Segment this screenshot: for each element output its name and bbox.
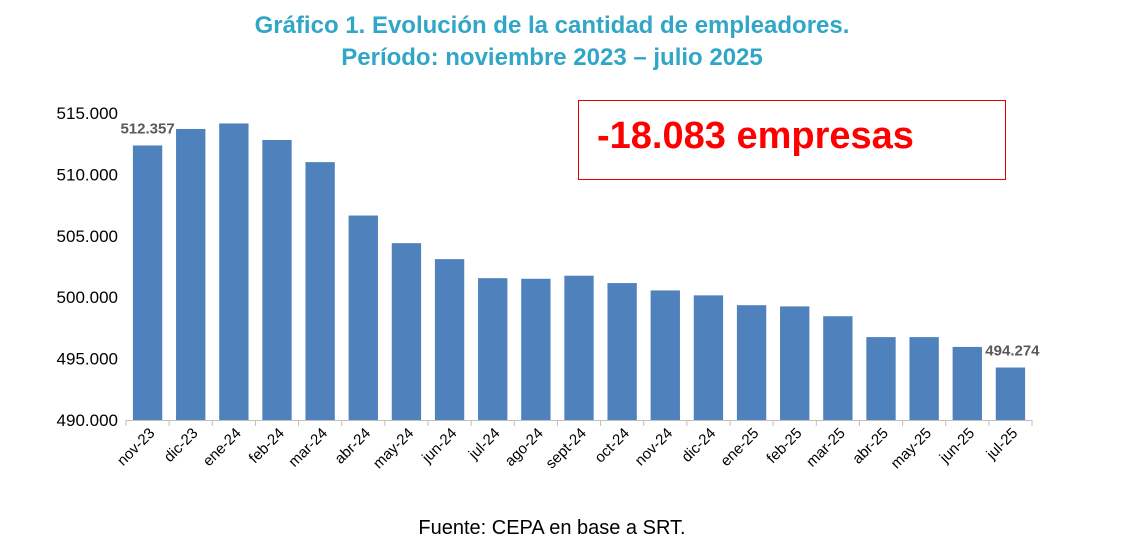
bar bbox=[262, 140, 292, 421]
x-tick-label: mar-24 bbox=[285, 425, 331, 471]
bar bbox=[693, 295, 724, 420]
y-tick-label: 515.000 bbox=[57, 104, 118, 123]
y-tick-label: 490.000 bbox=[57, 411, 118, 430]
annotation-box: -18.083 empresas bbox=[578, 100, 1006, 180]
y-tick-label: 505.000 bbox=[57, 227, 118, 246]
bar bbox=[995, 367, 1026, 420]
bar bbox=[391, 243, 422, 420]
x-tick-label: feb-25 bbox=[763, 425, 805, 467]
x-tick-label: jun-24 bbox=[418, 425, 460, 467]
x-tick-label: ene-25 bbox=[717, 425, 762, 470]
bar bbox=[952, 346, 982, 420]
bar bbox=[866, 337, 896, 420]
x-tick-label: feb-24 bbox=[246, 425, 288, 467]
bar bbox=[478, 278, 508, 420]
source-note: Fuente: CEPA en base a SRT. bbox=[418, 517, 686, 539]
bar bbox=[909, 337, 939, 420]
bar bbox=[736, 305, 767, 420]
x-tick-label: nov-24 bbox=[632, 425, 676, 469]
bar bbox=[219, 123, 249, 421]
bar bbox=[607, 283, 637, 420]
bar bbox=[780, 306, 810, 420]
chart-title: Gráfico 1. Evolución de la cantidad de e… bbox=[254, 12, 850, 39]
bar bbox=[521, 278, 551, 420]
bar bbox=[823, 316, 853, 420]
x-tick-label: dic-23 bbox=[161, 425, 202, 466]
bar bbox=[132, 145, 163, 420]
x-tick-label: dic-24 bbox=[678, 425, 719, 466]
bar bbox=[176, 128, 206, 421]
bar bbox=[434, 259, 465, 420]
x-tick-label: sept-24 bbox=[542, 425, 589, 472]
x-tick-label: ago-24 bbox=[502, 425, 547, 470]
chart-subtitle: Período: noviembre 2023 – julio 2025 bbox=[341, 44, 763, 71]
data-label: 494.274 bbox=[985, 343, 1040, 360]
bar bbox=[305, 162, 335, 420]
x-tick-label: ene-24 bbox=[200, 425, 245, 470]
x-tick-label: nov-23 bbox=[114, 425, 158, 469]
x-tick-label: abr-25 bbox=[849, 425, 892, 468]
x-tick-label: mar-25 bbox=[803, 425, 849, 471]
x-tick-label: jul-25 bbox=[983, 425, 1022, 464]
annotation-text: -18.083 empresas bbox=[597, 115, 914, 157]
bar bbox=[348, 215, 378, 420]
y-tick-label: 510.000 bbox=[57, 165, 118, 184]
y-tick-label: 495.000 bbox=[57, 350, 118, 369]
y-tick-label: 500.000 bbox=[57, 288, 118, 307]
bar bbox=[650, 290, 680, 420]
x-tick-label: may-25 bbox=[888, 425, 935, 472]
x-tick-label: jun-25 bbox=[936, 425, 978, 467]
x-tick-label: may-24 bbox=[370, 425, 417, 472]
x-tick-label: jul-24 bbox=[465, 425, 504, 464]
data-label: 512.357 bbox=[120, 120, 174, 137]
bar bbox=[564, 275, 594, 420]
x-tick-label: oct-24 bbox=[591, 425, 633, 467]
x-tick-label: abr-24 bbox=[331, 425, 374, 468]
